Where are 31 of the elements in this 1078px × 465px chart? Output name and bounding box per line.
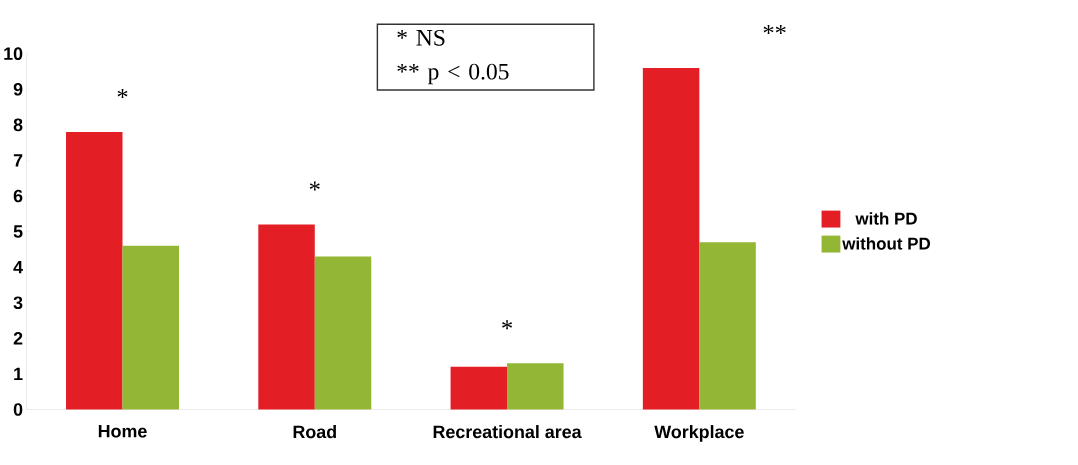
y-tick-label: 7 [13,154,23,167]
x-tick-label: Workplace [654,425,744,442]
bar [507,363,564,410]
x-tick-label: Home [98,425,147,438]
annotation: * [117,89,128,98]
bar [258,224,315,410]
y-tick-label: 3 [13,296,23,310]
text: * NS [397,29,445,46]
y-tick-label: 8 [13,118,23,132]
bar [122,245,179,410]
text: ** [763,24,786,34]
legend-label: with PD [855,212,917,225]
y-tick-label: 0 [13,403,23,416]
y-tick-label: 10 [4,47,23,60]
x-tick-label: Road [293,425,336,439]
x-tick-label: Recreational area [433,425,582,439]
annotation: ** p < 0.05 [397,63,509,85]
bar [314,256,372,410]
bar [699,242,756,410]
bar [66,131,123,410]
bar [450,366,508,410]
y-tick-label: 6 [13,189,23,203]
y-tick-label: 4 [13,260,23,274]
y-tick-label: 9 [13,82,23,96]
y-tick-label: 5 [13,225,23,238]
y-tick-label: 1 [14,367,23,381]
bar [642,67,700,410]
y-tick-label: 2 [13,332,23,345]
annotation: * [502,320,513,330]
annotation: * [309,181,320,191]
legend-label: without PD [842,237,931,250]
